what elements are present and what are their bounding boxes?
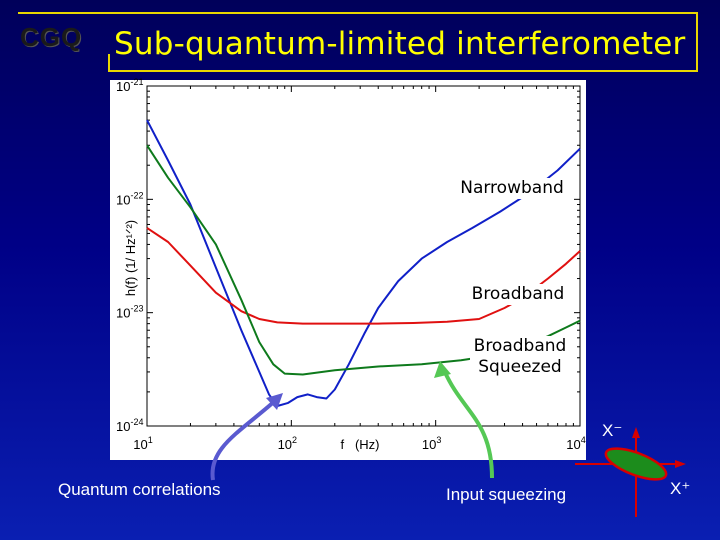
title-frame-bottom — [108, 70, 698, 72]
x-minus-label: X⁻ — [602, 421, 622, 440]
title-frame-right — [696, 12, 698, 72]
y-tick-label: 10-24 — [116, 417, 143, 434]
x-plus-arrowhead — [675, 460, 686, 468]
plot-frame — [146, 85, 581, 427]
y-tick-label: 10-23 — [116, 304, 143, 321]
y-tick-label: 10-22 — [116, 190, 143, 207]
narrowband-label: Narrowband — [453, 178, 571, 199]
x-tick-label: 102 — [278, 435, 297, 452]
x-plus-label: X⁺ — [670, 479, 690, 498]
y-tick-labels: 10-21 10-22 10-23 10-24 — [116, 77, 143, 434]
broadband-squeezed-label-line1: Broadband — [473, 336, 567, 356]
input-squeezing-label: Input squeezing — [446, 485, 567, 504]
input-squeezing-arrow — [442, 369, 494, 479]
x-tick-label: 101 — [133, 435, 152, 452]
broadband-squeezed-label-line2: Squeezed — [478, 357, 562, 377]
squeezed-state-ellipse — [604, 447, 668, 481]
x-tick-labels: 101 102 103 104 — [133, 435, 585, 452]
x-axis-label: f (Hz) — [341, 437, 380, 452]
y-tick-label: 10-21 — [116, 77, 143, 94]
x-tick-label: 104 — [566, 435, 585, 452]
slide-title: Sub-quantum-limited interferometer — [114, 26, 686, 62]
y-axis-label: h(f) (1/ Hz¹ᐟ²) — [123, 220, 138, 296]
x-tick-label: 103 — [422, 435, 441, 452]
x-minus-arrowhead — [632, 427, 640, 438]
logo: CGQ — [20, 22, 83, 52]
quantum-correlations-arrow — [210, 398, 278, 481]
broadband-label: Broadband — [465, 284, 571, 305]
axis-ticks — [146, 86, 580, 427]
quantum-correlations-label: Quantum correlations — [58, 480, 221, 499]
input-squeezing-arrowhead — [434, 361, 451, 378]
chart-background — [110, 80, 586, 460]
title-frame-left — [108, 54, 110, 72]
broadband-squeezed-label: Broadband Squeezed — [470, 336, 570, 380]
title-frame-top — [18, 12, 698, 14]
quantum-correlations-arrowhead — [266, 393, 283, 410]
series-line-0 — [146, 119, 581, 407]
